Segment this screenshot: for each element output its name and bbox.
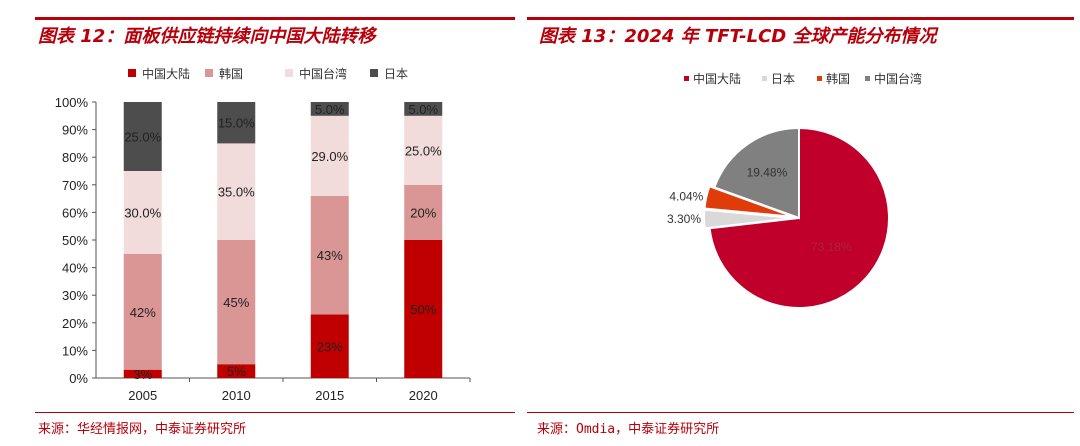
x-tick-label-2010: 2010: [222, 388, 251, 403]
bar-segment-japan-2010: [217, 102, 256, 144]
bar-segment-mainland-2015: [310, 314, 349, 378]
pie-chart-title: 图表 13：2024 年 TFT-LCD 全球产能分布情况: [539, 26, 937, 47]
data-label-japan-2015: 5.0%: [315, 102, 345, 117]
legend-label-korea: 韩国: [826, 71, 850, 86]
bar-segment-taiwan-2020: [404, 115, 443, 185]
y-tick-label: 60%: [62, 205, 88, 220]
legend-label-korea: 韩国: [219, 66, 243, 81]
bar-segment-korea-2010: [217, 240, 256, 365]
data-label-mainland-2020: 50%: [410, 302, 436, 317]
bar-segment-korea-2020: [404, 184, 443, 240]
y-tick-label: 20%: [62, 316, 88, 331]
stacked-bar-chart: 中国大陆 韩国 中国台湾 日本 0% 10% 20% 30% 40% 50% 60% 70% 80% 90…: [55, 66, 471, 403]
legend-swatch-japan: [762, 76, 767, 81]
data-label-japan-2020: 5.0%: [408, 102, 438, 117]
legend-swatch-korea: [205, 69, 213, 77]
data-label-japan-2005: 25.0%: [124, 130, 161, 145]
x-tick-label-2020: 2020: [409, 388, 438, 403]
data-label-mainland-2005: 3%: [133, 367, 152, 382]
data-label-taiwan-2010: 35.0%: [218, 185, 255, 200]
legend-swatch-mainland: [128, 69, 136, 77]
legend-label-mainland: 中国大陆: [693, 71, 741, 86]
y-tick-label: 70%: [62, 178, 88, 193]
pie-chart-panel: 图表 13：2024 年 TFT-LCD 全球产能分布情况 中国大陆 日本 韩国 中国…: [527, 0, 1080, 446]
bar-segment-japan-2015: [310, 102, 349, 116]
bar-segment-mainland-2020: [404, 240, 443, 378]
pie-label-japan: 3.30%: [667, 212, 701, 226]
y-tick-label: 90%: [62, 123, 88, 138]
bar-segment-mainland-2005: [123, 369, 162, 378]
y-tick-label: 100%: [55, 95, 89, 110]
bar-segment-korea-2015: [310, 195, 349, 315]
pie-slice-taiwan: [713, 126, 800, 220]
y-tick-label: 50%: [62, 233, 88, 248]
data-label-korea-2020: 20%: [410, 205, 436, 220]
data-label-japan-2010: 15.0%: [218, 116, 255, 131]
pie-label-taiwan: 19.48%: [747, 165, 788, 179]
bar-segment-mainland-2010: [217, 364, 256, 378]
legend-label-taiwan: 中国台湾: [874, 71, 922, 86]
bar-segment-taiwan-2005: [123, 171, 162, 254]
data-label-mainland-2015: 23%: [317, 339, 343, 354]
bar-chart-panel: 图表 12：面板供应链持续向中国大陆转移 中国大陆 韩国 中国台湾 日本 0% 10% 20…: [0, 0, 515, 446]
x-tick-label-2015: 2015: [315, 388, 344, 403]
source-rule: [527, 412, 1074, 413]
legend-label-japan: 日本: [384, 67, 408, 81]
pie-chart-source: 来源：Omdia，中泰证券研究所: [537, 422, 720, 437]
data-label-taiwan-2020: 25.0%: [405, 143, 442, 158]
bar-segment-taiwan-2010: [217, 143, 256, 240]
data-label-mainland-2010: 5%: [227, 364, 246, 379]
legend-swatch-korea: [817, 76, 822, 81]
legend-swatch-mainland: [684, 76, 689, 81]
bar-chart-title: 图表 12：面板供应链持续向中国大陆转移: [38, 26, 376, 47]
title-rule: [35, 17, 515, 20]
pie-label-mainland: 73.18%: [811, 240, 852, 254]
bar-chart-source: 来源：华经情报网，中泰证券研究所: [38, 422, 247, 437]
data-label-korea-2015: 43%: [317, 248, 343, 263]
bar-segment-korea-2005: [123, 253, 162, 370]
y-tick-label: 30%: [62, 288, 88, 303]
bar-segment-japan-2020: [404, 102, 443, 116]
legend-swatch-taiwan: [285, 69, 293, 77]
data-label-taiwan-2005: 30.0%: [124, 205, 161, 220]
pie-slice-korea: [703, 185, 795, 218]
pie-slice-japan: [703, 208, 795, 230]
x-tick-label-2005: 2005: [128, 388, 157, 403]
pie-label-korea: 4.04%: [669, 190, 703, 204]
legend-swatch-japan: [370, 69, 378, 77]
y-tick-label: 80%: [62, 150, 88, 165]
bar-segment-taiwan-2015: [310, 115, 349, 196]
legend-label-mainland: 中国大陆: [142, 66, 190, 81]
legend-swatch-taiwan: [865, 76, 870, 81]
y-tick-label: 40%: [62, 261, 88, 276]
legend-label-japan: 日本: [771, 72, 795, 86]
title-rule: [527, 17, 1074, 20]
y-tick-label: 0%: [69, 371, 88, 386]
y-tick-label: 10%: [62, 343, 88, 358]
data-label-taiwan-2015: 29.0%: [311, 149, 348, 164]
data-label-korea-2010: 45%: [223, 295, 249, 310]
bar-segment-japan-2005: [123, 102, 162, 171]
source-rule: [35, 412, 515, 413]
pie-chart: 中国大陆 日本 韩国 中国台湾 73.18% 3.30% 4.04% 19.48%: [667, 71, 922, 309]
data-label-korea-2005: 42%: [130, 305, 156, 320]
legend-label-taiwan: 中国台湾: [299, 66, 347, 81]
